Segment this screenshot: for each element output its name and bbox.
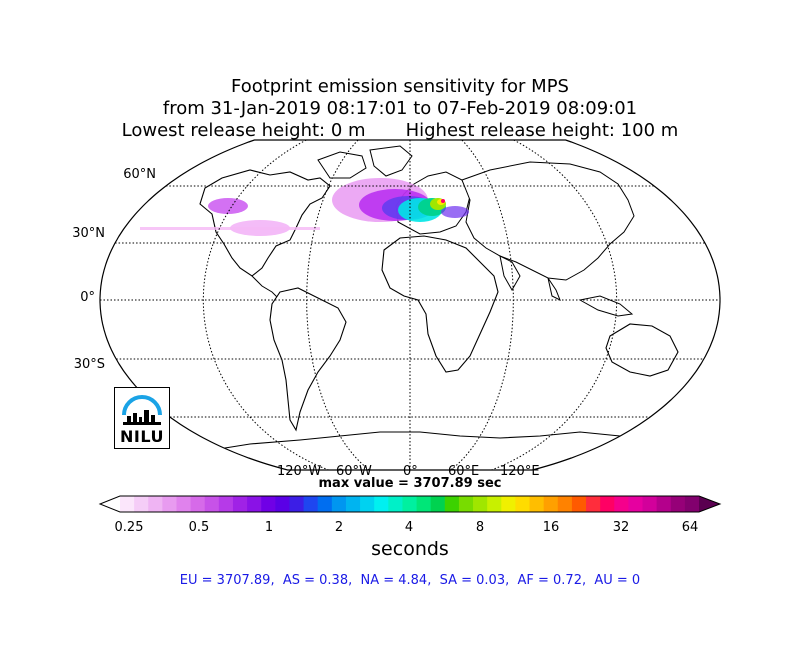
colorbar-segment <box>656 496 672 512</box>
colorbar-segment <box>515 496 530 512</box>
colorbar-tick-label: 64 <box>681 520 699 535</box>
colorbar-tick-label: 32 <box>612 520 630 535</box>
colorbar-segment <box>345 496 361 512</box>
nilu-logo: NILU <box>114 387 170 449</box>
colorbar-segment <box>670 496 686 512</box>
colorbar-segment <box>134 496 149 512</box>
max-value-label: max value = 3707.89 sec <box>318 476 502 491</box>
colorbar-segment <box>614 496 629 512</box>
lon-label-60e: 60°E <box>448 464 480 479</box>
colorbar-segment <box>261 496 276 512</box>
colorbar-segment <box>557 496 573 512</box>
colorbar-tick-label: 1 <box>264 520 274 535</box>
colorbar-tick-label: 8 <box>475 520 485 535</box>
colorbar-tick-label: 4 <box>404 520 414 535</box>
colorbar-segment <box>331 496 347 512</box>
colorbar <box>98 495 722 513</box>
region-summary: EU = 3707.89, AS = 0.38, NA = 4.84, SA =… <box>179 573 641 588</box>
colorbar-segment <box>684 496 700 512</box>
continent-africa <box>381 235 499 373</box>
colorbar-tick-label: 16 <box>542 520 560 535</box>
colorbar-extend-low <box>100 496 120 512</box>
colorbar-segment <box>628 496 643 512</box>
meridian-line <box>202 139 329 471</box>
colorbar-segment <box>487 496 502 512</box>
colorbar-segment <box>374 496 389 512</box>
chart-title-line3: Lowest release height: 0 m Highest relea… <box>121 120 679 141</box>
colorbar-segment <box>289 496 304 512</box>
colorbar-segment <box>600 496 615 512</box>
continent-south-america <box>269 287 347 432</box>
logo-text: NILU <box>120 427 164 446</box>
colorbar-segment <box>190 496 206 512</box>
continent-australia <box>605 323 679 377</box>
colorbar-segment <box>529 496 545 512</box>
footprint-plume <box>140 178 469 236</box>
lon-label-120e: 120°E <box>500 464 540 479</box>
colorbar-segment <box>162 496 177 512</box>
colorbar-segment <box>360 496 375 512</box>
graticule <box>100 139 720 471</box>
colorbar-segment <box>430 496 446 512</box>
colorbar-tick-label: 2 <box>334 520 344 535</box>
lat-label-30s: 30°S <box>73 357 105 372</box>
lat-label-60n: 60°N <box>123 167 156 182</box>
globe-outline <box>99 139 721 471</box>
lat-label-0: 0° <box>80 290 95 305</box>
colorbar-segment <box>458 496 474 512</box>
colorbar-segment <box>416 496 432 512</box>
chart-title-line1: Footprint emission sensitivity for MPS <box>231 76 569 97</box>
colorbar-segment <box>571 496 587 512</box>
colorbar-segment <box>204 496 220 512</box>
lat-label-30n: 30°N <box>72 226 105 241</box>
lon-label-0: 0° <box>403 464 418 479</box>
colorbar-frame <box>98 495 722 513</box>
colorbar-extend-high <box>699 496 720 512</box>
colorbar-segment <box>176 496 192 512</box>
colorbar-segment <box>543 496 559 512</box>
colorbar-segment <box>642 496 658 512</box>
lon-label-60w: 60°W <box>336 464 372 479</box>
colorbar-segment <box>473 496 488 512</box>
colorbar-segment <box>247 496 262 512</box>
chart-title-line2: from 31-Jan-2019 08:17:01 to 07-Feb-2019… <box>162 98 638 119</box>
colorbar-segment <box>275 496 290 512</box>
colorbar-segment <box>232 496 248 512</box>
colorbar-segment <box>586 496 601 512</box>
colorbar-label: seconds <box>371 538 449 560</box>
colorbar-segment <box>388 496 403 512</box>
meridian-line <box>491 139 618 471</box>
colorbar-segment <box>501 496 516 512</box>
colorbar-segment <box>317 496 333 512</box>
colorbar-segment <box>120 496 135 512</box>
colorbar-segment <box>148 496 163 512</box>
lon-label-120w: 120°W <box>277 464 322 479</box>
colorbar-segment <box>402 496 417 512</box>
colorbar-segment <box>303 496 319 512</box>
colorbar-tick-label: 0.25 <box>114 520 144 535</box>
colorbar-tick-label: 0.5 <box>188 520 210 535</box>
colorbar-segment <box>444 496 460 512</box>
colorbar-segment <box>218 496 234 512</box>
